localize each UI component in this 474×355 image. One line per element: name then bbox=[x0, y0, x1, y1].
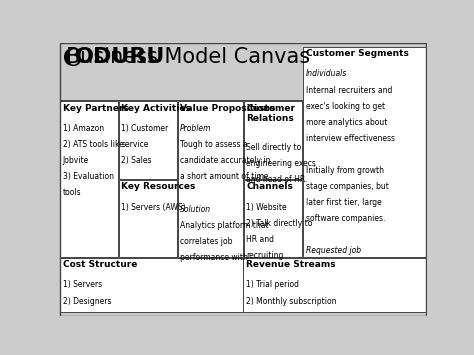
Text: HR and: HR and bbox=[246, 235, 274, 244]
Text: exec's looking to get: exec's looking to get bbox=[306, 102, 385, 111]
Text: Requested job: Requested job bbox=[306, 246, 361, 255]
Text: ODURU: ODURU bbox=[75, 47, 165, 67]
Text: Jobvite: Jobvite bbox=[63, 156, 89, 165]
Text: recruiting: recruiting bbox=[246, 251, 283, 260]
FancyBboxPatch shape bbox=[119, 102, 177, 179]
Text: and head of HR.: and head of HR. bbox=[246, 175, 308, 184]
FancyBboxPatch shape bbox=[243, 258, 426, 312]
Text: 3) Evaluation: 3) Evaluation bbox=[63, 173, 114, 181]
Text: Customer Segments: Customer Segments bbox=[306, 49, 409, 58]
Text: Key Activities: Key Activities bbox=[121, 104, 191, 113]
Text: 2) Talk directly to: 2) Talk directly to bbox=[246, 219, 313, 228]
Text: Revenue Streams: Revenue Streams bbox=[246, 260, 336, 269]
Text: Analytics platform that: Analytics platform that bbox=[180, 221, 269, 230]
Text: C: C bbox=[63, 47, 82, 71]
FancyBboxPatch shape bbox=[244, 180, 302, 257]
FancyBboxPatch shape bbox=[60, 102, 118, 257]
Text: 1) Amazon: 1) Amazon bbox=[63, 124, 104, 133]
Text: service: service bbox=[121, 140, 149, 149]
Text: stage companies, but: stage companies, but bbox=[306, 182, 389, 191]
Text: 2) Designers: 2) Designers bbox=[63, 296, 111, 306]
Text: 1) Servers: 1) Servers bbox=[63, 280, 102, 289]
FancyBboxPatch shape bbox=[119, 180, 177, 257]
FancyBboxPatch shape bbox=[178, 102, 243, 257]
Text: tools: tools bbox=[63, 189, 81, 197]
Text: Internal recruiters and: Internal recruiters and bbox=[306, 86, 392, 94]
Text: software companies.: software companies. bbox=[306, 214, 385, 223]
Text: 1) Trial period: 1) Trial period bbox=[246, 280, 299, 289]
Text: 2) Monthly subscription: 2) Monthly subscription bbox=[246, 296, 337, 306]
Text: Channels: Channels bbox=[246, 182, 293, 191]
Text: Initially from growth: Initially from growth bbox=[306, 166, 384, 175]
Text: 2) ATS tools like: 2) ATS tools like bbox=[63, 140, 123, 149]
Text: Problem: Problem bbox=[180, 124, 211, 133]
FancyBboxPatch shape bbox=[60, 258, 243, 312]
Text: Tough to assess a: Tough to assess a bbox=[180, 140, 248, 149]
Text: candidate accurately in: candidate accurately in bbox=[180, 156, 271, 165]
Text: Sell directly to: Sell directly to bbox=[246, 143, 301, 152]
Text: engineering execs: engineering execs bbox=[246, 159, 316, 168]
Text: 1) Website: 1) Website bbox=[246, 203, 287, 212]
Text: Key Partners: Key Partners bbox=[63, 104, 128, 113]
Text: Cost Structure: Cost Structure bbox=[63, 260, 137, 269]
Text: correlates job: correlates job bbox=[180, 237, 233, 246]
Text: Solution: Solution bbox=[180, 204, 211, 214]
FancyBboxPatch shape bbox=[244, 102, 302, 179]
Text: Individuals: Individuals bbox=[306, 70, 347, 78]
Text: a short amount of time: a short amount of time bbox=[180, 173, 269, 181]
Text: Key Resources: Key Resources bbox=[121, 182, 196, 191]
Text: performance with: performance with bbox=[180, 253, 248, 262]
Text: 1) Customer: 1) Customer bbox=[121, 124, 169, 133]
FancyBboxPatch shape bbox=[303, 47, 426, 257]
Text: 1) Servers (AWS): 1) Servers (AWS) bbox=[121, 203, 186, 212]
Text: Customer
Relations: Customer Relations bbox=[246, 104, 295, 123]
Text: Business Model Canvas: Business Model Canvas bbox=[66, 47, 310, 67]
Text: 2) Sales: 2) Sales bbox=[121, 156, 152, 165]
Text: more analytics about: more analytics about bbox=[306, 118, 387, 127]
Text: Value Propositions: Value Propositions bbox=[180, 104, 275, 113]
Text: later first tier, large: later first tier, large bbox=[306, 198, 382, 207]
Text: interview effectiveness: interview effectiveness bbox=[306, 134, 395, 143]
